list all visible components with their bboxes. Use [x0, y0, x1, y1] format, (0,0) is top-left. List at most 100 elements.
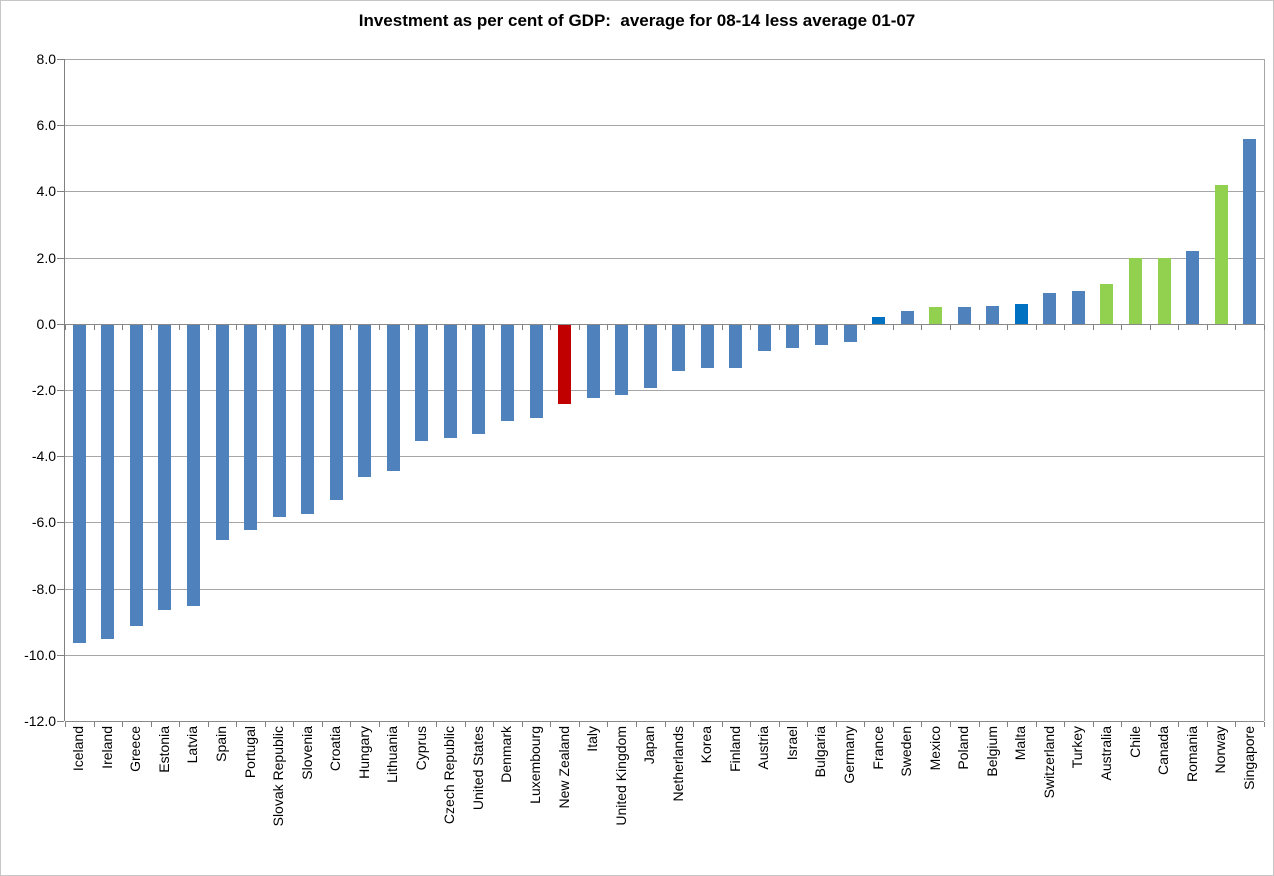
x-tick-label-cell: Luxembourg: [521, 726, 550, 876]
x-tick-label-cell: Estonia: [150, 726, 179, 876]
bar-korea: [701, 325, 714, 368]
x-tick-label-cell: Austria: [749, 726, 778, 876]
x-tick-label-cell: Switzerland: [1035, 726, 1064, 876]
y-axis-tick: [57, 522, 64, 523]
x-tick-label: Hungary: [355, 726, 372, 779]
zero-axis-tick: [779, 325, 780, 330]
bottom-axis-tick: [436, 722, 437, 727]
x-tick-label-cell: United States: [464, 726, 493, 876]
bottom-axis-tick: [179, 722, 180, 727]
bottom-axis-tick: [151, 722, 152, 727]
y-axis-tick: [57, 390, 64, 391]
y-tick-label: 6.0: [36, 117, 56, 133]
bar-new-zealand: [558, 325, 571, 404]
x-tick-label: Austria: [755, 726, 772, 770]
x-tick-label-cell: Czech Republic: [435, 726, 464, 876]
bar-croatia: [330, 325, 343, 500]
zero-axis-tick: [864, 325, 865, 330]
x-tick-label-cell: Iceland: [64, 726, 93, 876]
zero-axis-tick: [836, 325, 837, 330]
x-tick-label-cell: Norway: [1206, 726, 1235, 876]
bottom-axis-tick: [1178, 722, 1179, 727]
zero-axis-tick: [893, 325, 894, 330]
x-tick-label-cell: Italy: [578, 726, 607, 876]
zero-axis-tick: [1007, 325, 1008, 330]
x-tick-label: Germany: [841, 726, 858, 784]
x-tick-label: Slovenia: [298, 726, 315, 780]
x-tick-label-cell: Turkey: [1063, 726, 1092, 876]
x-tick-label: Greece: [127, 726, 144, 772]
x-tick-label-cell: Sweden: [892, 726, 921, 876]
bottom-axis-tick: [864, 722, 865, 727]
zero-axis-tick: [1036, 325, 1037, 330]
bar-united-states: [472, 325, 485, 434]
gridline: [65, 456, 1264, 457]
bar-denmark: [501, 325, 514, 421]
x-tick-label-cell: United Kingdom: [606, 726, 635, 876]
zero-axis-tick: [1235, 325, 1236, 330]
x-tick-label-cell: Korea: [692, 726, 721, 876]
bottom-axis-tick: [408, 722, 409, 727]
y-tick-label: -10.0: [24, 647, 56, 663]
zero-axis-tick: [522, 325, 523, 330]
bar-netherlands: [672, 325, 685, 371]
zero-axis-tick: [750, 325, 751, 330]
bar-france: [872, 317, 885, 324]
bottom-axis-tick: [693, 722, 694, 727]
zero-axis-tick: [607, 325, 608, 330]
x-tick-label: Portugal: [241, 726, 258, 779]
zero-axis-tick: [1150, 325, 1151, 330]
bar-chile: [1129, 258, 1142, 324]
bottom-axis-tick: [65, 722, 66, 727]
zero-axis-tick: [722, 325, 723, 330]
bottom-axis-tick: [1235, 722, 1236, 727]
bottom-axis-tick: [1264, 722, 1265, 727]
bar-romania: [1186, 251, 1199, 324]
zero-axis-tick: [265, 325, 266, 330]
y-tick-label: 4.0: [36, 183, 56, 199]
bottom-axis-tick: [1036, 722, 1037, 727]
bar-sweden: [901, 311, 914, 324]
zero-axis-tick: [1207, 325, 1208, 330]
bar-norway: [1215, 185, 1228, 324]
zero-axis-tick: [208, 325, 209, 330]
x-tick-label: Turkey: [1069, 726, 1086, 769]
bottom-axis-tick: [94, 722, 95, 727]
zero-axis-tick: [436, 325, 437, 330]
x-tick-label: Israel: [783, 726, 800, 761]
y-tick-label: -4.0: [31, 448, 56, 464]
x-tick-label: Slovak Republic: [270, 726, 287, 827]
bar-switzerland: [1043, 293, 1056, 324]
x-tick-label-cell: Japan: [635, 726, 664, 876]
x-tick-label: Czech Republic: [441, 726, 458, 825]
bar-mexico: [929, 307, 942, 324]
x-tick-label: Malta: [1012, 726, 1029, 761]
x-tick-label: Spain: [213, 726, 229, 762]
bar-cyprus: [415, 325, 428, 441]
zero-axis-tick: [1178, 325, 1179, 330]
bottom-axis-tick: [665, 722, 666, 727]
x-tick-label-cell: Portugal: [235, 726, 264, 876]
x-tick-label-cell: Israel: [778, 726, 807, 876]
x-tick-label: Finland: [726, 726, 743, 772]
bottom-axis-tick: [950, 722, 951, 727]
zero-axis-tick: [665, 325, 666, 330]
bar-luxembourg: [530, 325, 543, 418]
bottom-axis-tick: [322, 722, 323, 727]
bar-poland: [958, 307, 971, 324]
bar-italy: [587, 325, 600, 398]
bar-japan: [644, 325, 657, 388]
x-tick-label: United Kingdom: [612, 726, 629, 826]
bottom-axis-tick: [350, 722, 351, 727]
bar-slovak-republic: [273, 325, 286, 517]
bottom-axis-tick: [979, 722, 980, 727]
x-tick-label-cell: Ireland: [93, 726, 122, 876]
x-tick-label-cell: Romania: [1177, 726, 1206, 876]
x-tick-label-cell: Australia: [1092, 726, 1121, 876]
x-tick-label: Cyprus: [412, 726, 429, 771]
x-tick-label-cell: Slovenia: [292, 726, 321, 876]
x-tick-label-cell: Mexico: [920, 726, 949, 876]
x-tick-label: Sweden: [898, 726, 915, 777]
y-tick-label: 8.0: [36, 51, 56, 67]
x-tick-label: Denmark: [498, 726, 515, 783]
